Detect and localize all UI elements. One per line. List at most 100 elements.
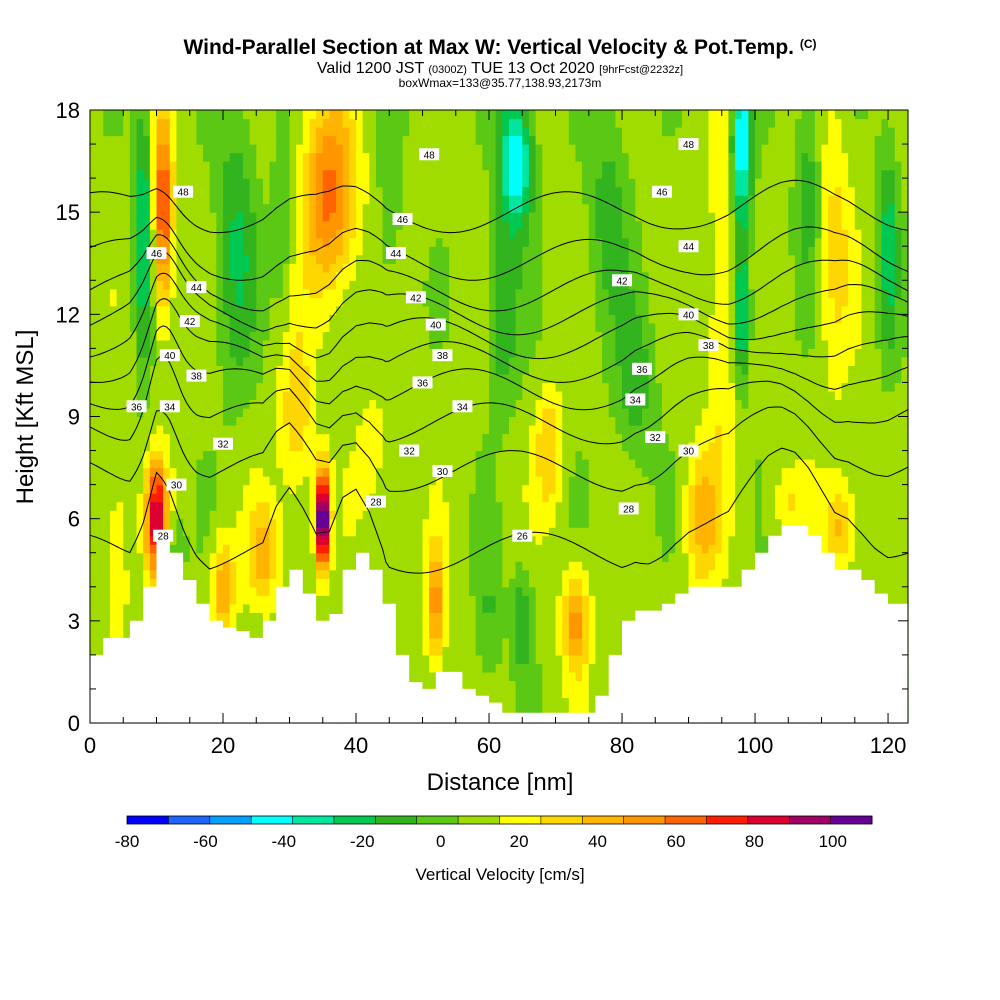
- heat-cell: [356, 280, 364, 290]
- heat-cell: [482, 356, 490, 367]
- heat-cell: [435, 152, 444, 162]
- heat-cell: [183, 535, 191, 545]
- heat-cell: [203, 569, 211, 579]
- heat-cell: [223, 493, 231, 503]
- heat-cell: [508, 697, 517, 707]
- heat-cell: [109, 467, 118, 477]
- heat-cell: [189, 178, 198, 188]
- heat-cell: [389, 493, 397, 503]
- heat-cell: [395, 135, 404, 145]
- heat-cell: [455, 246, 464, 256]
- heat-cell: [415, 476, 424, 486]
- heat-cell: [522, 152, 530, 162]
- heat-cell: [96, 288, 104, 298]
- heat-cell: [402, 544, 410, 554]
- heat-cell: [542, 118, 550, 128]
- heat-cell: [422, 484, 430, 494]
- heat-cell: [522, 135, 530, 145]
- heat-cell: [508, 552, 517, 562]
- heat-cell: [395, 178, 404, 188]
- heat-cell: [302, 144, 311, 154]
- heat-cell: [382, 416, 390, 426]
- heat-cell: [203, 135, 211, 145]
- heat-cell: [522, 305, 530, 315]
- heat-cell: [316, 484, 324, 494]
- heat-cell: [156, 459, 164, 469]
- heat-cell: [242, 356, 251, 367]
- heat-cell: [469, 646, 477, 656]
- heat-cell: [429, 450, 437, 460]
- heat-cell: [289, 407, 297, 418]
- heat-cell: [369, 118, 377, 128]
- heat-cell: [103, 169, 111, 179]
- heat-cell: [269, 535, 277, 545]
- heat-cell: [116, 382, 124, 392]
- heat-cell: [223, 484, 231, 494]
- heat-cell: [123, 569, 131, 579]
- heat-cell: [508, 169, 517, 179]
- heat-cell: [409, 407, 417, 418]
- heat-cell: [322, 612, 331, 622]
- heat-cell: [129, 561, 138, 571]
- heat-cell: [502, 407, 510, 418]
- heat-cell: [362, 518, 370, 528]
- heat-cell: [123, 186, 131, 196]
- heat-cell: [489, 110, 497, 120]
- heat-cell: [535, 433, 543, 443]
- heat-cell: [282, 280, 291, 290]
- heat-cell: [475, 161, 483, 171]
- heat-cell: [462, 407, 470, 418]
- heat-cell: [342, 356, 350, 367]
- heat-cell: [256, 595, 264, 605]
- heat-cell: [489, 569, 497, 579]
- heat-cell: [429, 663, 437, 673]
- heat-cell: [415, 135, 424, 145]
- heat-cell: [289, 314, 297, 324]
- heat-cell: [203, 178, 211, 188]
- heat-cell: [183, 288, 191, 298]
- heat-cell: [495, 527, 503, 537]
- heat-cell: [429, 288, 437, 298]
- heat-cell: [449, 450, 457, 460]
- heat-cell: [389, 467, 397, 477]
- heat-cell: [515, 442, 523, 452]
- heat-cell: [149, 203, 158, 213]
- heat-cell: [495, 288, 503, 298]
- heat-cell: [375, 246, 384, 256]
- heat-cell: [528, 373, 537, 384]
- heat-cell: [435, 305, 444, 315]
- heat-cell: [129, 603, 138, 613]
- heat-cell: [409, 671, 417, 682]
- title-main: Wind-Parallel Section at Max W: Vertical…: [183, 36, 794, 59]
- heat-cell: [156, 280, 164, 290]
- heat-cell: [296, 169, 304, 179]
- heat-cell: [129, 450, 138, 460]
- heat-cell: [169, 356, 178, 367]
- heat-cell: [276, 390, 284, 401]
- heat-cell: [342, 152, 350, 162]
- heat-cell: [116, 322, 124, 332]
- heat-cell: [309, 535, 317, 545]
- heat-cell: [229, 135, 237, 145]
- heat-cell: [382, 237, 390, 247]
- heat-cell: [349, 254, 357, 264]
- heat-cell: [442, 195, 450, 205]
- heat-cell: [196, 271, 204, 281]
- heat-cell: [229, 152, 237, 162]
- heat-cell: [316, 442, 324, 452]
- heat-cell: [489, 229, 497, 239]
- heat-cell: [256, 459, 264, 469]
- heat-cell: [409, 416, 417, 426]
- heat-cell: [189, 212, 198, 222]
- heat-cell: [322, 135, 331, 145]
- heat-cell: [515, 552, 523, 562]
- heat-cell: [103, 365, 111, 375]
- heat-cell: [495, 144, 503, 154]
- heat-cell: [548, 561, 557, 571]
- heat-cell: [242, 612, 251, 622]
- heat-cell: [143, 339, 151, 349]
- heat-cell: [302, 348, 311, 358]
- heat-cell: [242, 544, 251, 554]
- heat-cell: [449, 586, 457, 596]
- heat-cell: [236, 416, 244, 426]
